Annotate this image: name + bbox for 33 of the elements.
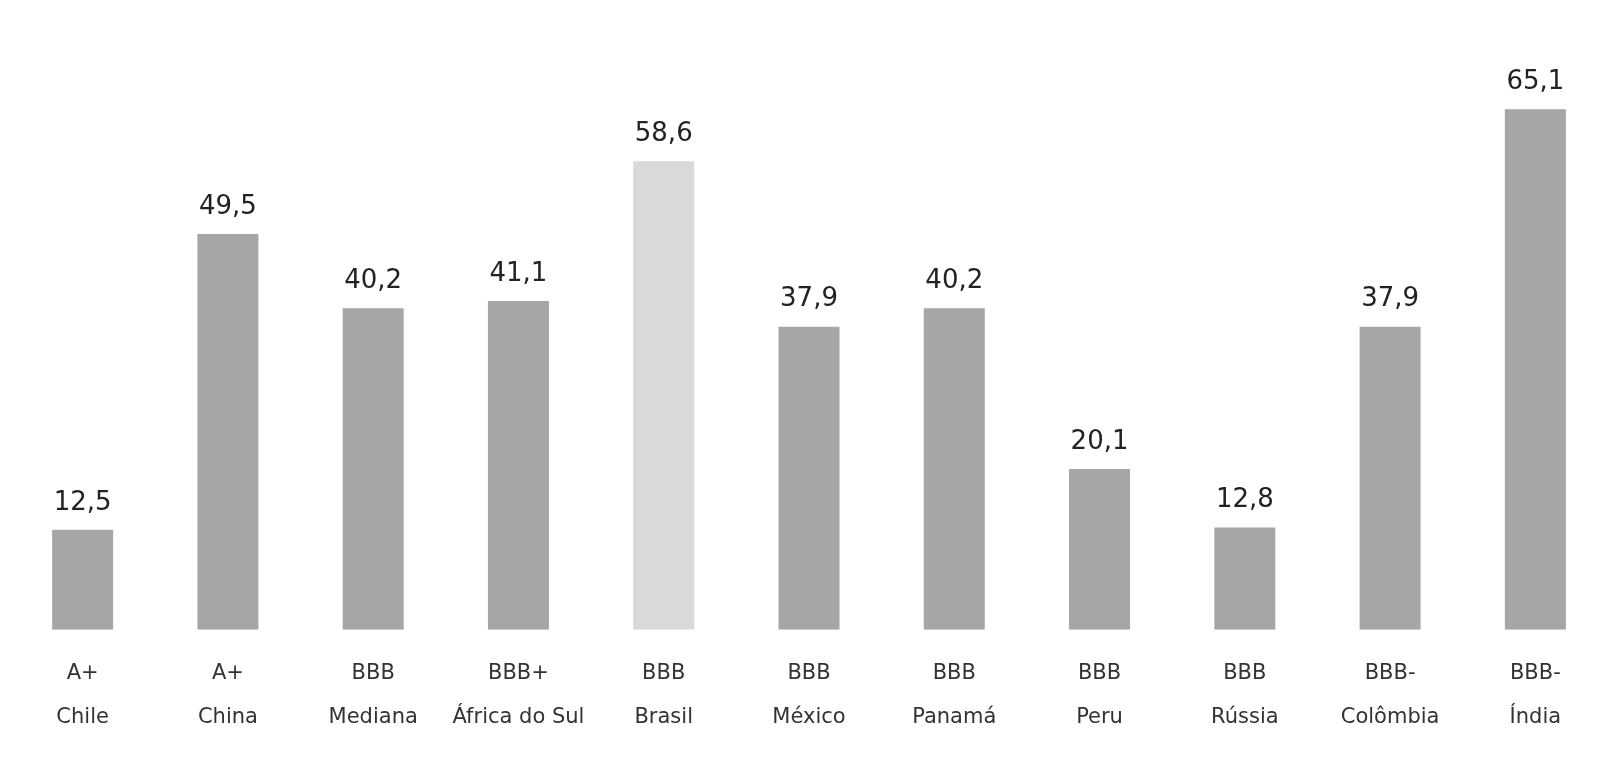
x-tick-label: BBB México	[772, 660, 846, 729]
bar	[487, 301, 549, 630]
bar	[52, 529, 114, 630]
x-tick-label: BBB Peru	[1076, 660, 1123, 729]
bar	[342, 308, 404, 630]
x-tick-label: BBB Rússia	[1211, 660, 1279, 729]
data-label: 65,1	[1506, 64, 1565, 95]
bar	[197, 233, 259, 630]
data-label: 41,1	[489, 256, 548, 287]
x-tick-label: A+ China	[197, 660, 258, 729]
data-label: 37,9	[1361, 282, 1420, 313]
data-label: 40,2	[344, 264, 403, 295]
data-label: 12,5	[53, 485, 112, 516]
x-tick-label: BBB Brasil	[634, 660, 693, 729]
x-tick-label: BBB Mediana	[328, 660, 418, 729]
data-label: 37,9	[780, 282, 838, 313]
bar	[778, 326, 840, 630]
bar	[1069, 469, 1131, 630]
x-tick-label: BBB- Colômbia	[1340, 660, 1440, 729]
data-label: 58,6	[634, 116, 693, 147]
x-tick-label: BBB+ África do Sul	[452, 660, 585, 729]
bar	[1504, 109, 1566, 630]
data-label: 49,5	[198, 189, 257, 220]
x-tick-label: BBB- Índia	[1509, 660, 1562, 729]
data-label: 40,2	[925, 264, 984, 295]
x-tick-label: BBB Panamá	[912, 660, 997, 729]
bar	[1214, 527, 1276, 630]
bar	[633, 161, 695, 630]
bar	[923, 308, 985, 630]
x-tick-label: A+ Chile	[56, 660, 109, 729]
data-label: 12,8	[1215, 483, 1274, 514]
data-label: 20,1	[1070, 424, 1129, 455]
bar	[1359, 326, 1421, 630]
